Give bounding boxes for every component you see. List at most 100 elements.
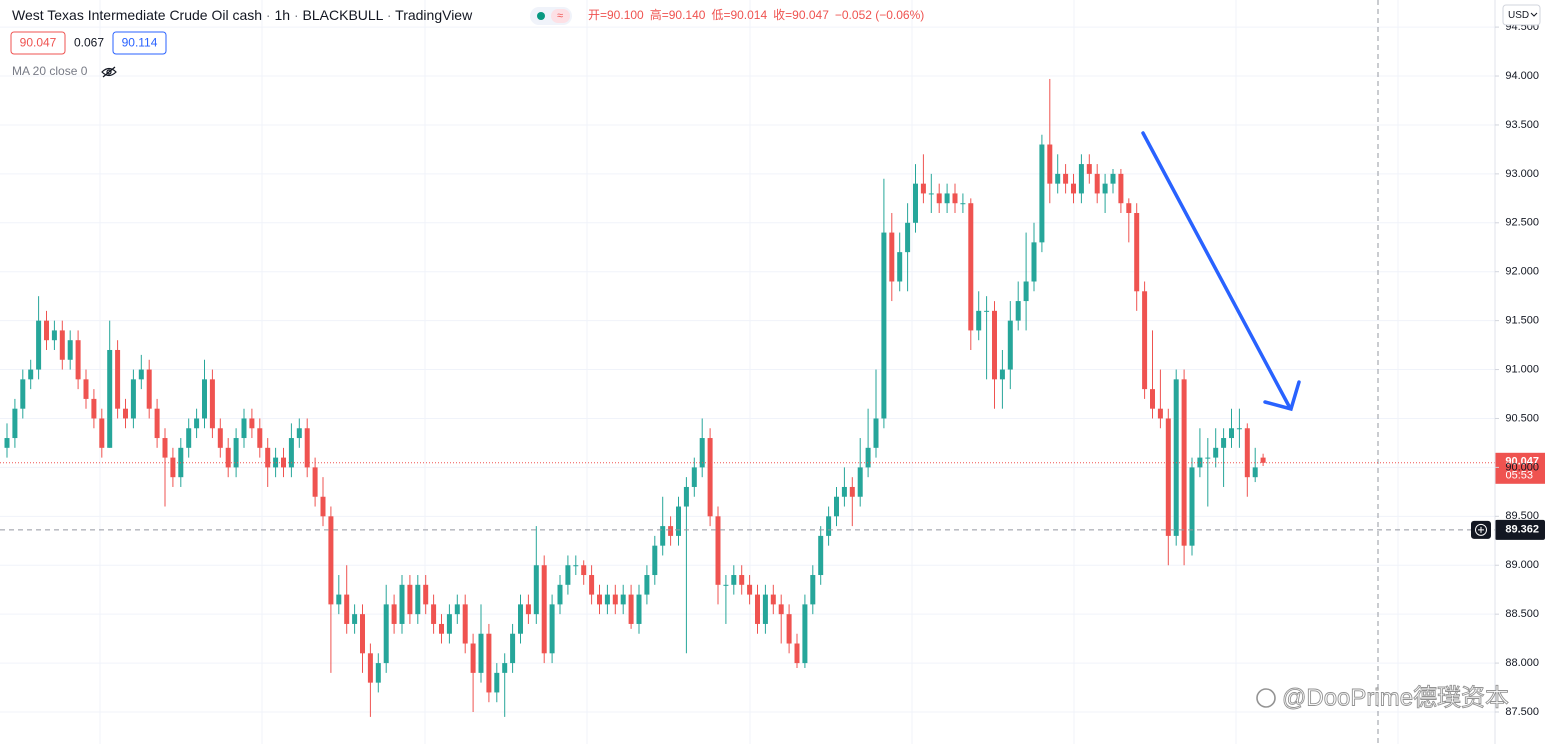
header: West Texas Intermediate Crude Oil cash ·… (10, 7, 924, 78)
ohlc-legend: 开=90.100 高=90.140 低=90.014 收=90.047 −0.052 (… (588, 7, 924, 22)
y-tick-label: 89.500 (1505, 510, 1539, 522)
candle-body (1197, 457, 1203, 468)
candle-body (162, 438, 168, 458)
candle-body (999, 369, 1005, 380)
candle-body (1031, 242, 1037, 282)
currency-caret (1530, 12, 1538, 17)
candle-body (1189, 467, 1195, 546)
candle-body (75, 340, 81, 380)
candle-body (739, 575, 745, 585)
candle-body (1118, 173, 1124, 204)
candle-body (273, 457, 279, 468)
candle-body (12, 408, 18, 439)
candle-body (881, 232, 887, 419)
candle-body (59, 330, 65, 360)
candle-body (399, 584, 405, 624)
bid-box[interactable] (10, 31, 66, 55)
candle-body (936, 193, 942, 204)
currency-button[interactable] (1502, 4, 1541, 26)
candle-body (91, 398, 97, 419)
candle-body (217, 428, 223, 448)
candle-body (857, 467, 863, 497)
ask[interactable]: 90.114 (122, 36, 158, 50)
candle-body (130, 379, 136, 419)
candle-body (51, 330, 57, 341)
y-tick-label: 92.500 (1505, 217, 1539, 229)
candle-body (186, 428, 192, 448)
candle-body (920, 183, 926, 194)
candle-body (802, 604, 808, 664)
candle-body (707, 438, 713, 517)
candle-body (336, 594, 342, 605)
last-price-tag (1495, 452, 1545, 484)
candle-body (1134, 213, 1140, 292)
candle-body (699, 438, 705, 468)
y-tick-label: 88.000 (1505, 657, 1539, 669)
y-tick-label: 87.500 (1505, 706, 1539, 718)
status-dot (537, 12, 545, 20)
candle-body (612, 594, 618, 605)
candle-body (1078, 164, 1084, 194)
candle-body (913, 183, 918, 223)
sep: · (383, 7, 395, 23)
candle-body (83, 379, 89, 399)
watermark-icon (1256, 688, 1276, 708)
overlay: 90.047 05:53 89.362 (0, 452, 1545, 540)
candle-body (170, 457, 176, 478)
y-tick-label: 93.500 (1505, 119, 1539, 131)
candle-body (676, 506, 681, 536)
source: TradingView (395, 7, 473, 23)
delay-icon: ≈ (557, 10, 563, 22)
ask-box[interactable] (112, 31, 167, 55)
currency-label[interactable]: USD (1508, 10, 1529, 21)
countdown-label: 05:53 (1505, 470, 1533, 482)
candle-body (1236, 428, 1242, 430)
crosshair-plus-icon (1475, 523, 1487, 536)
hidden-eye-icon[interactable] (101, 66, 117, 78)
candle-body (1173, 379, 1179, 536)
candle-body (486, 633, 492, 693)
candle-body (533, 565, 539, 615)
candle-body (391, 604, 397, 624)
candle-body (841, 486, 847, 497)
candle-body (265, 447, 271, 468)
interval: 1h (275, 7, 291, 23)
last-price-label: 90.047 (1505, 456, 1539, 468)
close: 收=90.047 (773, 8, 829, 22)
candle-body (1110, 173, 1116, 184)
candle-body (810, 575, 816, 605)
delay-badge (551, 9, 570, 23)
candle-body (691, 467, 697, 487)
candle-body (565, 565, 571, 585)
arrow-shaft (1141, 131, 1292, 410)
title: West Texas Intermediate Crude Oil cash (12, 7, 262, 23)
candle-body (826, 516, 832, 536)
candle-body (123, 408, 128, 419)
candle-body (984, 310, 990, 312)
candle-body (604, 594, 610, 605)
candle-body (510, 633, 516, 664)
candle-body (589, 575, 595, 595)
y-tick-label: 90.000 (1505, 461, 1539, 473)
candle-body (873, 418, 879, 448)
candle-body (1126, 203, 1132, 214)
candle-body (328, 516, 334, 605)
candle-body (1007, 320, 1013, 370)
y-tick-label: 90.500 (1505, 412, 1539, 424)
candle-body (723, 584, 729, 586)
candle-body (518, 604, 523, 634)
candle-body (1086, 164, 1092, 174)
candle-body (818, 535, 824, 576)
candle-body (4, 438, 10, 448)
bid[interactable]: 90.047 (20, 36, 57, 50)
candle-body (439, 623, 444, 634)
candle-body (312, 467, 318, 497)
candle-body (99, 418, 105, 448)
candle-body (1102, 183, 1108, 194)
candle-body (44, 320, 49, 341)
candle-body (968, 203, 974, 331)
candle-body (1055, 173, 1061, 184)
candle-body (241, 418, 247, 439)
